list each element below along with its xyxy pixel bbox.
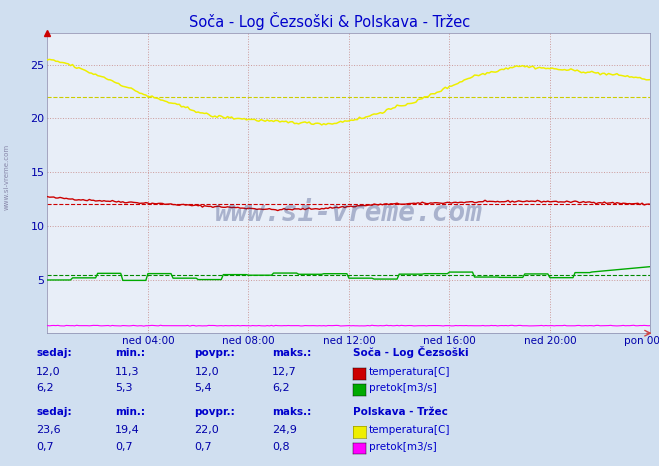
Text: Polskava - Tržec: Polskava - Tržec [353, 407, 447, 417]
Text: 0,7: 0,7 [36, 442, 54, 452]
Text: sedaj:: sedaj: [36, 349, 72, 358]
Text: pretok[m3/s]: pretok[m3/s] [369, 384, 437, 393]
Text: povpr.:: povpr.: [194, 407, 235, 417]
Text: 12,7: 12,7 [272, 367, 297, 377]
Text: www.si-vreme.com: www.si-vreme.com [3, 144, 10, 210]
Text: 6,2: 6,2 [36, 384, 54, 393]
Text: 6,2: 6,2 [272, 384, 290, 393]
Text: 24,9: 24,9 [272, 425, 297, 435]
Text: 5,4: 5,4 [194, 384, 212, 393]
Text: www.si-vreme.com: www.si-vreme.com [215, 199, 483, 227]
Text: 5,3: 5,3 [115, 384, 133, 393]
Text: 11,3: 11,3 [115, 367, 140, 377]
Text: min.:: min.: [115, 349, 146, 358]
Text: sedaj:: sedaj: [36, 407, 72, 417]
Text: 22,0: 22,0 [194, 425, 219, 435]
Text: pretok[m3/s]: pretok[m3/s] [369, 442, 437, 452]
Text: Soča - Log Čezsoški & Polskava - Tržec: Soča - Log Čezsoški & Polskava - Tržec [189, 12, 470, 30]
Text: 12,0: 12,0 [194, 367, 219, 377]
Text: temperatura[C]: temperatura[C] [369, 425, 451, 435]
Text: temperatura[C]: temperatura[C] [369, 367, 451, 377]
Text: maks.:: maks.: [272, 349, 312, 358]
Text: maks.:: maks.: [272, 407, 312, 417]
Text: 0,7: 0,7 [115, 442, 133, 452]
Text: 0,8: 0,8 [272, 442, 290, 452]
Text: 23,6: 23,6 [36, 425, 61, 435]
Text: 12,0: 12,0 [36, 367, 61, 377]
Text: min.:: min.: [115, 407, 146, 417]
Text: povpr.:: povpr.: [194, 349, 235, 358]
Text: 0,7: 0,7 [194, 442, 212, 452]
Text: 19,4: 19,4 [115, 425, 140, 435]
Text: Soča - Log Čezsoški: Soča - Log Čezsoški [353, 347, 468, 358]
